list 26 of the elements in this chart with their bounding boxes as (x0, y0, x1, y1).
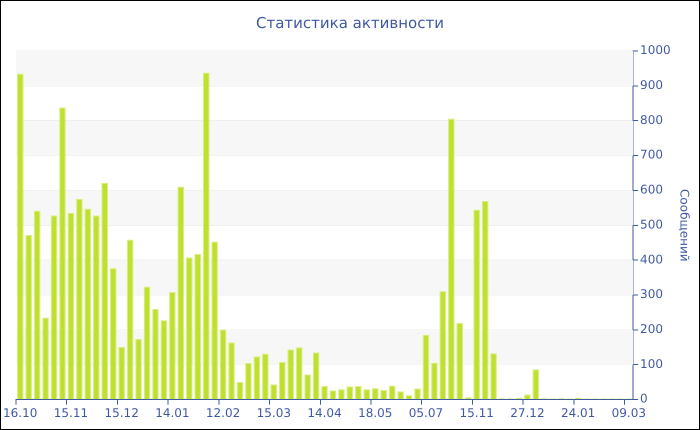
y-tick-label: 700 (640, 148, 663, 162)
x-tick-label: 27.12 (510, 406, 545, 420)
x-tick-label: 09.03 (612, 406, 646, 420)
y-tick-label: 600 (640, 182, 663, 197)
y-tick-label: 800 (640, 112, 663, 127)
chart-title: Статистика активности (256, 14, 444, 32)
x-tick-label: 14.01 (155, 406, 190, 420)
y-axis-title: Сообщений (678, 189, 692, 262)
y-tick-label: 0 (640, 392, 648, 406)
x-tick-label: 18.05 (358, 406, 392, 420)
y-tick-label: 1000 (640, 43, 671, 58)
x-tick-label: 05.07 (408, 406, 444, 420)
x-tick-label: 15.11 (459, 406, 494, 420)
y-tick-label: 100 (640, 356, 663, 371)
y-tick-label: 500 (640, 217, 663, 232)
x-tick-label: 12.02 (206, 406, 240, 420)
x-tick-label: 24.01 (560, 406, 596, 420)
y-tick-label: 300 (640, 287, 663, 302)
y-tick-label: 900 (640, 78, 663, 92)
y-tick-label: 200 (640, 322, 663, 336)
x-tick-label: 15.12 (104, 406, 139, 420)
x-tick-label: 15.11 (54, 406, 88, 420)
y-tick-label: 400 (640, 252, 663, 266)
x-tick-label: 16.10 (3, 406, 38, 420)
x-tick-label: 14.04 (307, 406, 342, 420)
x-tick-label: 15.03 (256, 406, 291, 420)
